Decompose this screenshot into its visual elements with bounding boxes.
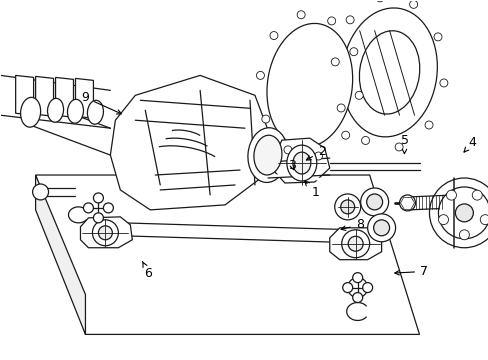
Polygon shape: [36, 175, 419, 334]
Text: 7: 7: [394, 265, 427, 278]
Ellipse shape: [446, 190, 455, 200]
Ellipse shape: [349, 48, 357, 56]
Ellipse shape: [314, 152, 322, 160]
Ellipse shape: [424, 121, 432, 129]
Ellipse shape: [330, 58, 339, 66]
Text: 9: 9: [81, 91, 121, 114]
Ellipse shape: [67, 99, 83, 123]
Text: 1: 1: [304, 181, 319, 199]
Ellipse shape: [33, 184, 48, 200]
Ellipse shape: [399, 195, 415, 211]
Ellipse shape: [479, 215, 488, 225]
Ellipse shape: [366, 194, 382, 210]
Ellipse shape: [359, 31, 419, 114]
Ellipse shape: [367, 214, 395, 242]
Ellipse shape: [256, 71, 264, 79]
Text: 2: 2: [306, 145, 325, 160]
Ellipse shape: [93, 193, 103, 203]
Ellipse shape: [292, 152, 310, 174]
Ellipse shape: [354, 91, 363, 99]
Polygon shape: [75, 78, 93, 118]
Ellipse shape: [286, 145, 316, 181]
Ellipse shape: [409, 0, 417, 8]
Ellipse shape: [284, 146, 291, 154]
Ellipse shape: [454, 204, 472, 222]
Polygon shape: [110, 75, 269, 210]
Polygon shape: [56, 77, 73, 117]
Ellipse shape: [433, 33, 441, 41]
Ellipse shape: [340, 200, 354, 214]
Polygon shape: [81, 217, 132, 248]
Ellipse shape: [438, 187, 488, 239]
Ellipse shape: [352, 273, 362, 283]
Text: 4: 4: [463, 136, 476, 152]
Ellipse shape: [327, 17, 335, 25]
Ellipse shape: [373, 220, 389, 236]
Ellipse shape: [342, 283, 352, 293]
Ellipse shape: [261, 115, 269, 123]
Ellipse shape: [347, 278, 367, 298]
Text: 5: 5: [400, 134, 407, 154]
Ellipse shape: [360, 188, 388, 216]
Ellipse shape: [341, 230, 369, 258]
Ellipse shape: [297, 11, 305, 19]
Ellipse shape: [266, 23, 352, 147]
Ellipse shape: [337, 104, 345, 112]
Polygon shape: [36, 76, 53, 116]
Ellipse shape: [439, 79, 447, 87]
Ellipse shape: [87, 100, 103, 124]
Ellipse shape: [341, 8, 436, 137]
Ellipse shape: [394, 143, 402, 151]
Polygon shape: [36, 175, 85, 334]
Ellipse shape: [361, 136, 369, 144]
Ellipse shape: [375, 0, 383, 2]
Polygon shape: [16, 75, 34, 115]
Ellipse shape: [334, 194, 360, 220]
Ellipse shape: [92, 220, 118, 246]
Ellipse shape: [20, 97, 41, 127]
Text: 3: 3: [288, 159, 296, 172]
Ellipse shape: [103, 203, 113, 213]
Polygon shape: [329, 228, 381, 260]
Ellipse shape: [98, 226, 112, 240]
Ellipse shape: [346, 16, 353, 24]
Ellipse shape: [438, 215, 447, 225]
Text: 6: 6: [142, 261, 152, 280]
Ellipse shape: [341, 131, 349, 139]
Ellipse shape: [428, 178, 488, 248]
Ellipse shape: [347, 236, 363, 251]
Ellipse shape: [253, 135, 282, 175]
Ellipse shape: [352, 293, 362, 302]
Ellipse shape: [269, 32, 277, 40]
Ellipse shape: [362, 283, 372, 293]
Ellipse shape: [47, 98, 63, 122]
Ellipse shape: [247, 128, 287, 183]
Text: 8: 8: [340, 218, 363, 231]
Ellipse shape: [458, 230, 468, 240]
Ellipse shape: [93, 213, 103, 223]
Polygon shape: [274, 138, 329, 183]
Ellipse shape: [471, 190, 481, 200]
Ellipse shape: [83, 203, 93, 213]
